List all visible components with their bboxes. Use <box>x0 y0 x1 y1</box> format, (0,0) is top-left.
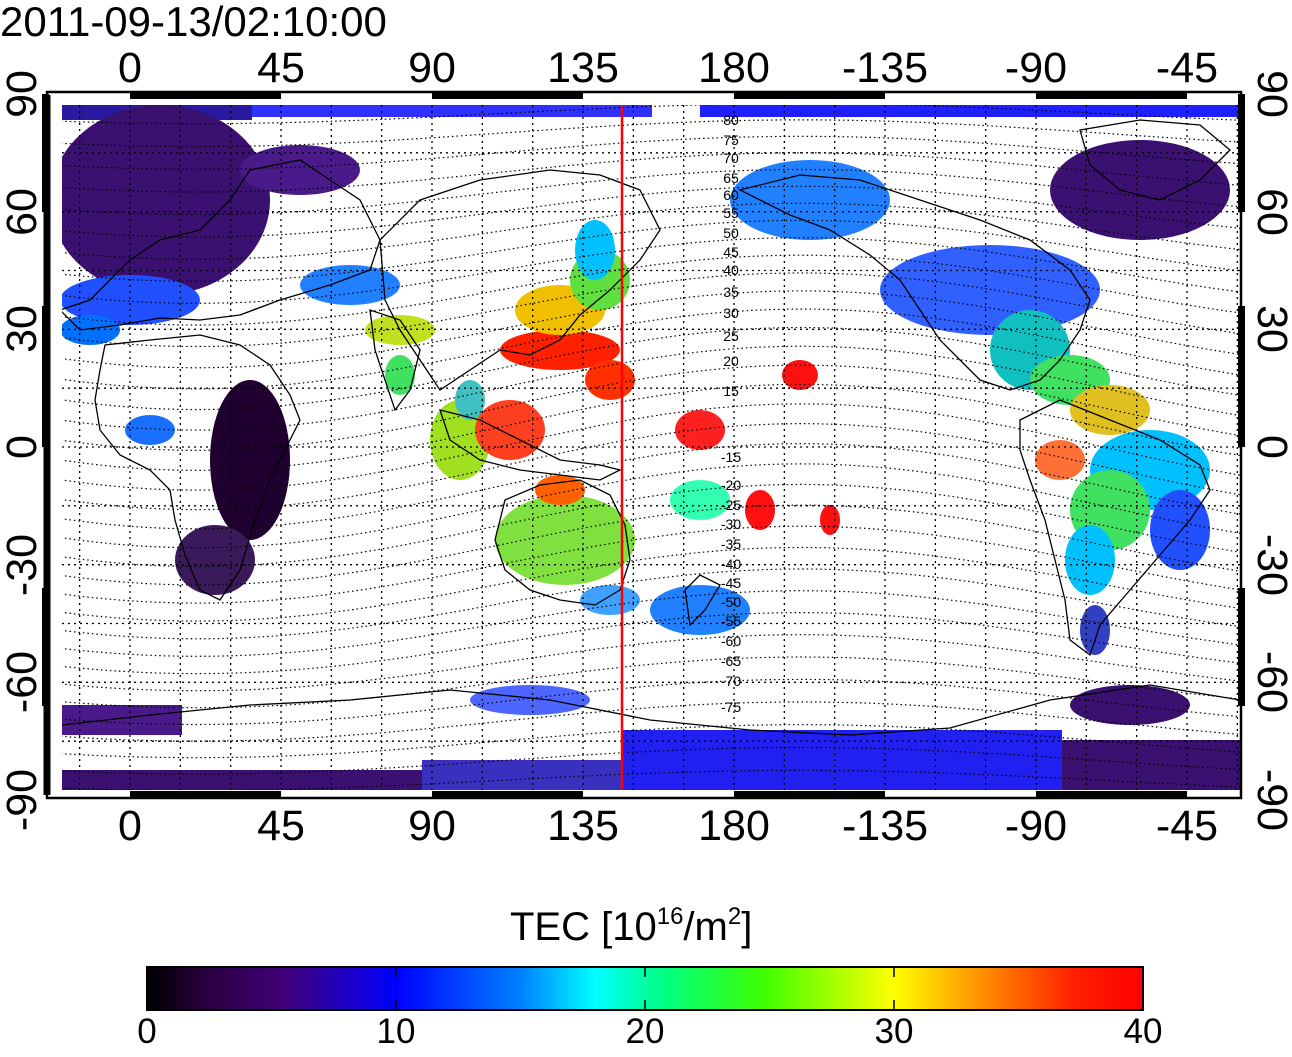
left-tick-label: 30 <box>0 305 46 354</box>
contour-label: 80 <box>723 112 739 128</box>
right-tick-label: 0 <box>1248 435 1292 459</box>
contour-label: -45 <box>721 575 741 591</box>
bottom-tick-label: -135 <box>841 802 929 850</box>
top-tick-label: -90 <box>1004 44 1068 92</box>
contour-label: 75 <box>723 132 739 148</box>
top-tick-label: -135 <box>841 44 929 92</box>
right-tick-label: 90 <box>1248 70 1292 118</box>
contour-label: -65 <box>721 653 741 669</box>
tec-data-layer <box>62 105 1240 790</box>
gridlines <box>62 105 1240 790</box>
contour-label: -60 <box>721 633 741 649</box>
bottom-tick-label: 180 <box>698 802 770 850</box>
top-tick-label: 45 <box>257 44 305 92</box>
contour-label: -75 <box>721 699 741 715</box>
contour-label: 55 <box>723 205 739 221</box>
colorbar-tick-label: 20 <box>625 1012 665 1051</box>
contour-label: 65 <box>723 170 739 186</box>
contour-label: 15 <box>723 383 739 399</box>
left-tick-label: 60 <box>0 187 46 236</box>
contour-label: -20 <box>721 477 741 493</box>
frame-latitude-bars <box>42 94 1245 706</box>
contour-label: 50 <box>723 225 739 241</box>
left-tick-label: -60 <box>0 651 46 714</box>
bottom-tick-label: -45 <box>1155 802 1219 850</box>
left-tick-label: 0 <box>0 435 46 459</box>
left-tick-label: -30 <box>0 533 46 596</box>
frame-longitude-bar-top <box>130 92 1187 99</box>
right-tick-label: 60 <box>1248 187 1292 236</box>
top-tick-label: -45 <box>1155 44 1219 92</box>
colorbar-tick-label: 30 <box>874 1012 914 1051</box>
contour-label: 60 <box>723 187 739 203</box>
colorbar-tick-label: 40 <box>1123 1012 1163 1051</box>
contour-label: 30 <box>723 305 739 321</box>
right-tick-label: -60 <box>1248 651 1292 714</box>
contour-label: -30 <box>721 516 741 532</box>
map-title: 2011-09-13/02:10:00 <box>0 0 387 45</box>
contour-label: -55 <box>721 613 741 629</box>
magnetic-latitude-contours <box>62 105 1240 790</box>
contour-label: 70 <box>723 150 739 166</box>
colorbar-title: TEC [1016/m2] <box>510 903 753 950</box>
colorbar-tick-label: 10 <box>376 1012 416 1051</box>
top-tick-label: 0 <box>118 44 142 92</box>
bottom-tick-label: 90 <box>408 802 456 850</box>
bottom-tick-label: -90 <box>1004 802 1068 850</box>
left-tick-label: 90 <box>0 70 46 118</box>
bottom-tick-label: 0 <box>118 802 142 850</box>
colorbar-tick-marks <box>146 967 1144 1010</box>
top-tick-label: 135 <box>547 44 619 92</box>
top-tick-label: 180 <box>698 44 770 92</box>
coastlines <box>62 119 1240 736</box>
colorbar-tick-label: 0 <box>137 1012 157 1051</box>
contour-label: -15 <box>721 449 741 465</box>
contour-label: -70 <box>721 673 741 689</box>
right-tick-label: -90 <box>1248 768 1292 832</box>
contour-label: -40 <box>721 556 741 572</box>
right-tick-label: 30 <box>1248 305 1292 354</box>
contour-label: 20 <box>723 353 739 369</box>
contour-label: 40 <box>723 262 739 278</box>
contour-label: -35 <box>721 536 741 552</box>
contour-label: -50 <box>721 594 741 610</box>
left-tick-label: -90 <box>0 768 46 832</box>
bottom-tick-label: 45 <box>257 802 305 850</box>
contour-label: 25 <box>723 328 739 344</box>
contour-label: -25 <box>721 497 741 513</box>
right-tick-label: -30 <box>1248 533 1292 596</box>
frame-longitude-bar-bottom <box>130 791 1187 798</box>
contour-label: 35 <box>723 284 739 300</box>
top-tick-label: 90 <box>408 44 456 92</box>
contour-label: 45 <box>723 244 739 260</box>
bottom-tick-label: 135 <box>547 802 619 850</box>
